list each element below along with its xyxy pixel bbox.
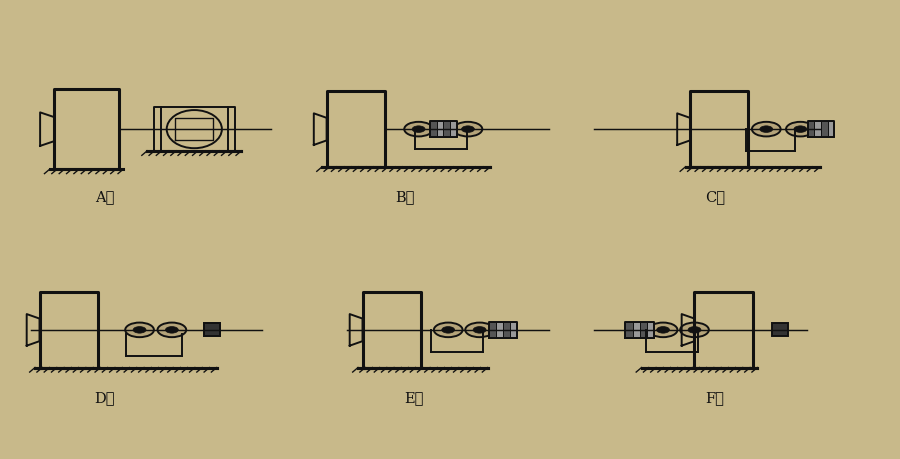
Polygon shape (450, 121, 456, 137)
Circle shape (434, 323, 463, 337)
Circle shape (680, 323, 709, 337)
Circle shape (649, 323, 678, 337)
Polygon shape (814, 121, 821, 137)
Polygon shape (626, 322, 633, 338)
Text: F式: F式 (706, 392, 724, 405)
Polygon shape (640, 322, 647, 338)
Polygon shape (444, 121, 450, 137)
Circle shape (760, 126, 773, 132)
Text: A式: A式 (94, 190, 114, 205)
Circle shape (412, 126, 425, 132)
Circle shape (404, 122, 433, 136)
Circle shape (465, 323, 494, 337)
Circle shape (786, 122, 815, 136)
Circle shape (442, 327, 454, 333)
Polygon shape (828, 121, 834, 137)
Polygon shape (807, 121, 815, 137)
Polygon shape (503, 322, 510, 338)
Text: B式: B式 (395, 190, 415, 205)
Polygon shape (496, 322, 503, 338)
Polygon shape (489, 322, 496, 338)
Circle shape (752, 122, 780, 136)
Text: D式: D式 (94, 392, 115, 405)
Circle shape (688, 327, 701, 333)
Circle shape (125, 323, 154, 337)
Circle shape (158, 323, 186, 337)
Polygon shape (430, 121, 436, 137)
Circle shape (454, 122, 482, 136)
Polygon shape (771, 323, 788, 336)
Circle shape (657, 327, 670, 333)
Circle shape (166, 327, 178, 333)
Circle shape (462, 126, 474, 132)
Circle shape (133, 327, 146, 333)
Circle shape (794, 126, 806, 132)
Polygon shape (647, 322, 654, 338)
Circle shape (473, 327, 486, 333)
Polygon shape (436, 121, 444, 137)
Polygon shape (633, 322, 640, 338)
Text: C式: C式 (705, 190, 725, 205)
Polygon shape (510, 322, 518, 338)
Polygon shape (821, 121, 828, 137)
Polygon shape (204, 323, 220, 336)
Text: E式: E式 (404, 392, 424, 405)
